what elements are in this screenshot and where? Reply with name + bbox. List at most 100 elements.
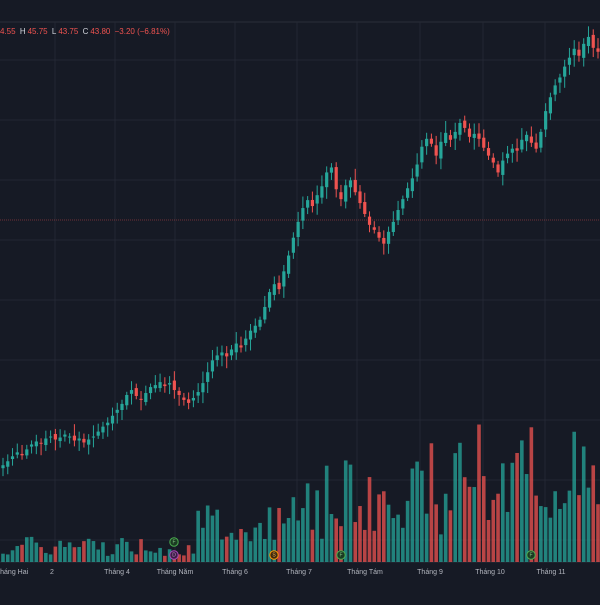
volume-bar <box>15 546 20 562</box>
candle-body <box>482 137 486 148</box>
volume-bar <box>596 504 600 562</box>
x-tick-label: Tháng 4 <box>104 569 130 576</box>
volume-bar <box>220 539 224 562</box>
volume-bar <box>224 536 229 562</box>
candle-body <box>448 135 453 140</box>
candle-body <box>567 57 572 65</box>
volume-bar <box>215 509 219 562</box>
volume-bar <box>39 547 43 562</box>
candle-body <box>287 255 291 274</box>
volume-bar <box>448 510 453 562</box>
volume-bar <box>253 527 258 562</box>
event-badge-label: F <box>339 553 342 559</box>
legend-change: −3.20 (−6.81%) <box>114 27 170 36</box>
candle-body <box>148 387 153 394</box>
volume-bar <box>505 511 510 562</box>
volume-bar <box>86 538 91 562</box>
candle-body <box>272 284 276 295</box>
legend-low: 43.75 <box>58 27 79 36</box>
candle-body <box>329 167 334 173</box>
candle-body <box>63 434 67 437</box>
volume-bar <box>324 465 329 562</box>
candle-body <box>39 442 43 444</box>
event-badge-icon <box>169 550 179 560</box>
candle-body <box>544 111 548 130</box>
volume-bar <box>410 468 415 562</box>
volume-bar <box>239 528 243 562</box>
candle-body <box>539 131 543 148</box>
legend-close-key: C <box>82 27 89 36</box>
event-badge-icon <box>269 550 279 560</box>
candle-body <box>225 353 229 357</box>
candle-body <box>129 390 134 394</box>
volume-bar <box>63 546 67 562</box>
event-badge-label: D <box>172 553 176 559</box>
volume-bar <box>48 554 53 562</box>
volume-bar <box>72 547 77 562</box>
candle-body <box>491 157 495 163</box>
volume-bar <box>296 520 300 562</box>
candle-body <box>520 139 524 150</box>
candle-body <box>68 436 72 438</box>
candle-body <box>10 456 15 460</box>
candle-body <box>1 465 5 469</box>
volume-bar <box>343 460 348 562</box>
volume-bar <box>377 494 381 562</box>
volume-bar <box>44 552 48 562</box>
volume-bar <box>348 464 353 562</box>
volume-bar <box>429 443 434 562</box>
volume-bar <box>148 551 153 562</box>
volume-bar <box>320 538 324 562</box>
volume-bar <box>496 493 500 562</box>
candle-body <box>467 128 472 137</box>
volume-bar <box>548 517 553 562</box>
candle-body <box>163 384 167 387</box>
candle-body <box>6 461 10 467</box>
volume-bar <box>382 491 386 562</box>
candle-body <box>168 383 172 385</box>
candle-body <box>267 292 272 308</box>
ohlc-legend: 4.55 H 45.75 L 43.75 C 43.80 −3.20 (−6.81%) <box>0 27 172 36</box>
volume-bar <box>291 497 296 562</box>
candle-body <box>206 372 210 382</box>
volume-bar <box>453 453 457 562</box>
candle-body <box>582 43 586 58</box>
volume-bar <box>339 526 343 562</box>
volume-bar <box>20 544 24 562</box>
volume-bar <box>10 550 15 562</box>
volume-bar <box>534 495 538 562</box>
volume-bar <box>477 424 481 562</box>
candle-body <box>120 403 124 411</box>
candle-body <box>25 449 29 456</box>
volume-bar <box>91 541 96 562</box>
candle-body <box>210 360 215 372</box>
volume-bar <box>229 532 234 562</box>
legend-open: 4.55 <box>0 27 16 36</box>
candle-body <box>306 200 310 208</box>
legend-low-key: L <box>51 27 57 36</box>
candle-body <box>125 394 129 406</box>
candle-body <box>496 164 500 173</box>
volume-bar <box>186 545 191 562</box>
volume-bar <box>424 513 429 562</box>
volume-bar <box>144 550 148 562</box>
volume-bar <box>182 555 186 562</box>
candle-body <box>253 325 257 333</box>
volume-bar <box>515 452 519 562</box>
candle-body <box>310 199 314 207</box>
volume-bar <box>362 529 367 562</box>
candle-body <box>196 392 200 396</box>
candle-body <box>572 48 576 56</box>
volume-bar <box>96 549 100 562</box>
candle-body <box>320 186 324 198</box>
event-badge-label: S <box>272 553 276 559</box>
volume-bar <box>481 476 486 562</box>
volume-bar <box>372 530 377 562</box>
volume-bar <box>520 440 524 562</box>
volume-bar <box>358 506 362 562</box>
volume-bar <box>158 547 162 562</box>
candle-body <box>382 237 386 244</box>
volume-bar <box>581 446 586 562</box>
